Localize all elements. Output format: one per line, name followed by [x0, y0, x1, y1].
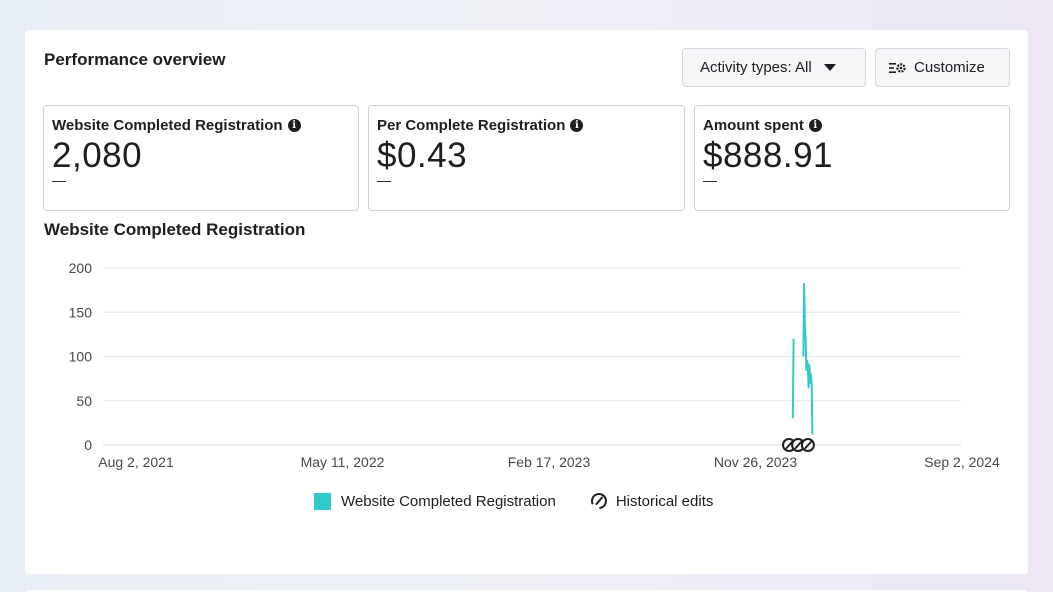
x-tick-label: Sep 2, 2024 — [924, 454, 1000, 470]
panel-title: Performance overview — [44, 50, 226, 69]
y-tick-label: 0 — [84, 437, 92, 453]
x-tick-label: Feb 17, 2023 — [508, 454, 591, 470]
series-line — [802, 282, 814, 435]
metric-value: 2,080 — [52, 136, 143, 175]
x-tick-label: Nov 26, 2023 — [714, 454, 797, 470]
metric-delta: — — [377, 172, 391, 188]
metric-delta: — — [703, 172, 717, 188]
y-tick-label: 200 — [69, 260, 93, 276]
y-tick-label: 50 — [76, 393, 92, 409]
info-icon[interactable]: i — [570, 119, 584, 132]
customize-button[interactable]: Customize — [875, 48, 1010, 87]
chart-legend: Website Completed Registration Historica… — [314, 492, 713, 510]
activity-types-label: Activity types: All — [700, 59, 812, 76]
metric-card-amount-spent[interactable]: Amount spent i $888.91 — — [694, 105, 1010, 211]
historical-edit-marker[interactable] — [800, 438, 815, 452]
metric-value: $888.91 — [703, 136, 834, 175]
metric-label: Per Complete Registration — [377, 117, 566, 134]
next-panel — [25, 590, 1028, 592]
series-line — [791, 338, 795, 419]
metric-value: $0.43 — [377, 136, 468, 175]
metric-card-completed-registration[interactable]: Website Completed Registration i 2,080 — — [43, 105, 359, 211]
chart-title: Website Completed Registration — [44, 220, 306, 239]
activity-types-dropdown[interactable]: Activity types: All — [682, 48, 866, 87]
info-icon[interactable]: i — [287, 119, 301, 132]
line-chart[interactable]: 0 50 100 150 200 Aug 2, 2021 May 11, 2022 Feb 1… — [25, 30, 1028, 490]
performance-overview-panel: Performance overview Activity types: All… — [25, 30, 1028, 574]
x-tick-label: Aug 2, 2021 — [98, 454, 174, 470]
legend-item-series[interactable]: Website Completed Registration — [314, 492, 556, 510]
metric-label: Website Completed Registration — [52, 117, 283, 134]
metric-card-per-complete-registration[interactable]: Per Complete Registration i $0.43 — — [368, 105, 685, 211]
metric-label: Amount spent — [703, 117, 804, 134]
customize-label: Customize — [914, 59, 985, 76]
info-icon[interactable]: i — [808, 119, 822, 132]
y-tick-label: 150 — [69, 304, 93, 320]
legend-swatch — [314, 492, 331, 510]
y-tick-label: 100 — [69, 349, 93, 365]
metric-delta: — — [52, 172, 66, 188]
caret-down-icon — [823, 64, 836, 71]
legend-label-historical-edits: Historical edits — [615, 492, 714, 510]
legend-label-series: Website Completed Registration — [341, 492, 556, 510]
customize-icon — [889, 62, 906, 73]
x-tick-label: May 11, 2022 — [301, 454, 385, 470]
historical-edit-icon — [590, 493, 607, 509]
legend-item-historical-edits[interactable]: Historical edits — [590, 492, 714, 510]
